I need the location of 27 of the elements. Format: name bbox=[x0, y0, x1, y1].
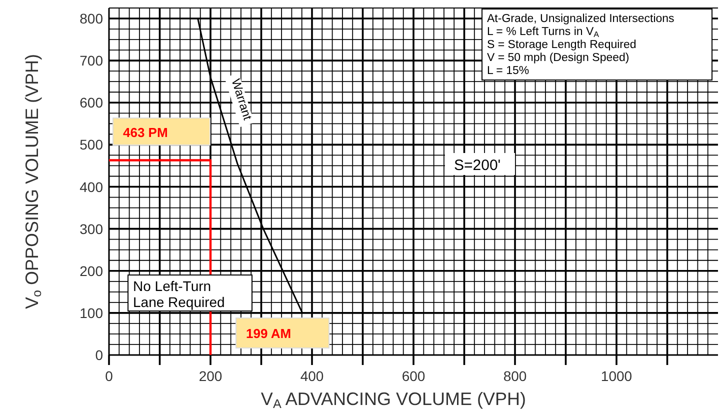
annotation: 463 PM bbox=[123, 125, 168, 140]
y-tick-label: 300 bbox=[80, 220, 104, 237]
annotation: V = 50 mph (Design Speed) bbox=[487, 52, 630, 64]
y-tick-label: 800 bbox=[80, 10, 104, 27]
x-tick-label: 0 bbox=[105, 368, 114, 384]
annotation: No Left-Turn bbox=[133, 278, 212, 294]
y-tick-label: 100 bbox=[80, 304, 104, 321]
x-tick-label: 600 bbox=[402, 368, 426, 384]
x-axis-title: V$_{A}$ ADVANCING VOLUME (VPH) bbox=[260, 389, 526, 412]
x-tick-label: 400 bbox=[300, 368, 324, 384]
annotation: Lane Required bbox=[133, 294, 225, 310]
annotation: S=200' bbox=[454, 157, 501, 174]
y-tick-label: 500 bbox=[80, 136, 104, 153]
y-tick-label: 0 bbox=[95, 347, 104, 363]
annotation: At-Grade, Unsignalized Intersections bbox=[487, 13, 675, 25]
x-tick-label: 200 bbox=[198, 368, 222, 384]
text: Warrant bbox=[228, 77, 255, 122]
y-tick-label: 700 bbox=[80, 52, 104, 69]
x-tick-label: 1000 bbox=[600, 368, 632, 384]
y-tick-label: 200 bbox=[80, 262, 104, 279]
y-tick-label: 600 bbox=[80, 94, 104, 111]
x-tick-label: 800 bbox=[503, 368, 527, 384]
annotation: 199 AM bbox=[246, 326, 292, 341]
annotation: L = % Left Turns in V$_{A}$ bbox=[487, 26, 600, 40]
annotation: S = Storage Length Required bbox=[487, 39, 636, 51]
annotation: L = 15% bbox=[487, 65, 530, 77]
y-tick-label: 400 bbox=[80, 178, 104, 195]
